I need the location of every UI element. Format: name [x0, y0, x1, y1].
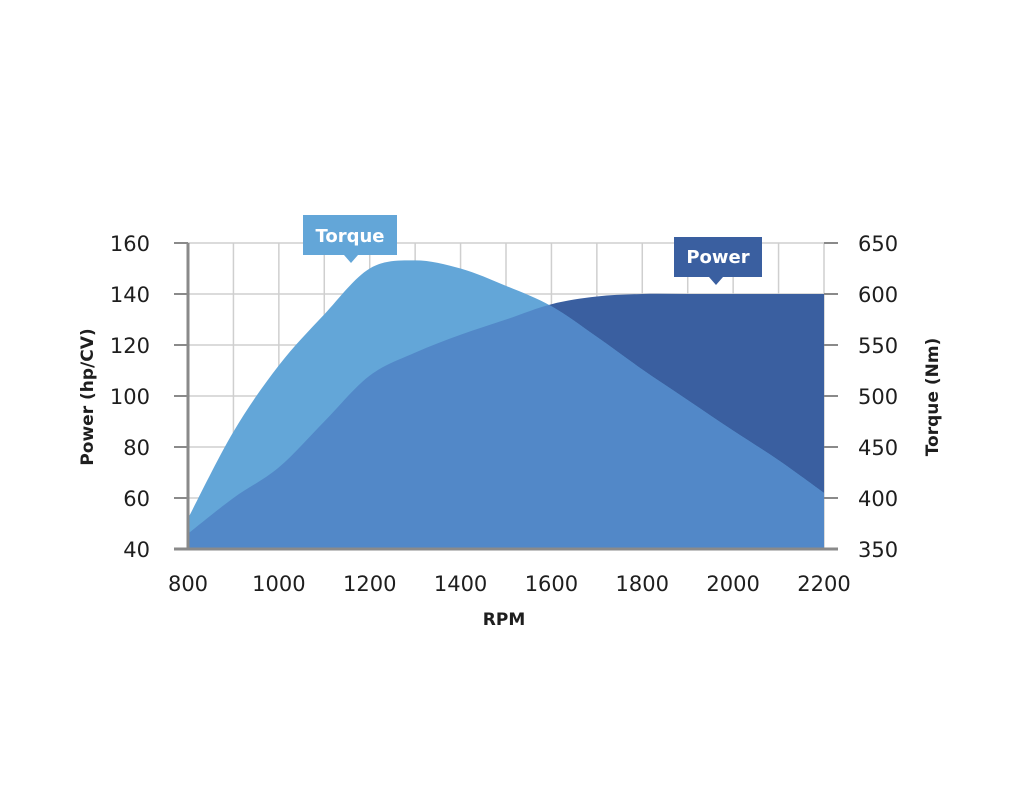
right-tick-label: 450 — [858, 436, 898, 460]
power-badge-label: Power — [686, 247, 749, 268]
x-tick-label: 1200 — [343, 572, 396, 596]
left-tick-label: 120 — [110, 334, 150, 358]
x-tick-label: 1800 — [616, 572, 669, 596]
right-tick-label: 400 — [858, 487, 898, 511]
left-axis-title: Power (hp/CV) — [78, 328, 98, 465]
torque-label-badge: Torque — [303, 215, 397, 263]
axes — [174, 242, 838, 551]
left-tick-label: 100 — [110, 385, 150, 409]
x-tick-label: 2000 — [706, 572, 759, 596]
x-tick-label: 1600 — [525, 572, 578, 596]
x-tick-label: 1400 — [434, 572, 487, 596]
torque-badge-label: Torque — [315, 226, 384, 247]
right-tick-label: 350 — [858, 538, 898, 562]
left-tick-label: 80 — [123, 436, 150, 460]
tick-labels: 800 1000 1200 1400 1600 1800 2000 2200 40 60 80 100… — [110, 232, 898, 596]
left-tick-label: 40 — [123, 538, 150, 562]
power-label-badge: Power — [674, 237, 762, 285]
left-tick-label: 140 — [110, 283, 150, 307]
torque-badge-pointer — [344, 255, 358, 263]
right-axis-title: Torque (Nm) — [923, 338, 943, 457]
right-tick-label: 650 — [858, 232, 898, 256]
plot-areas — [188, 260, 824, 549]
power-badge-box — [674, 237, 762, 277]
left-tick-label: 160 — [110, 232, 150, 256]
left-tick-label: 60 — [123, 487, 150, 511]
torque-badge-box — [303, 215, 397, 255]
x-tick-label: 1000 — [252, 572, 305, 596]
right-tick-label: 550 — [858, 334, 898, 358]
x-axis-title: RPM — [483, 610, 525, 630]
power-badge-pointer — [709, 277, 723, 285]
right-tick-label: 500 — [858, 385, 898, 409]
right-tick-label: 600 — [858, 283, 898, 307]
x-tick-label: 2200 — [797, 572, 850, 596]
x-tick-label: 800 — [168, 572, 208, 596]
